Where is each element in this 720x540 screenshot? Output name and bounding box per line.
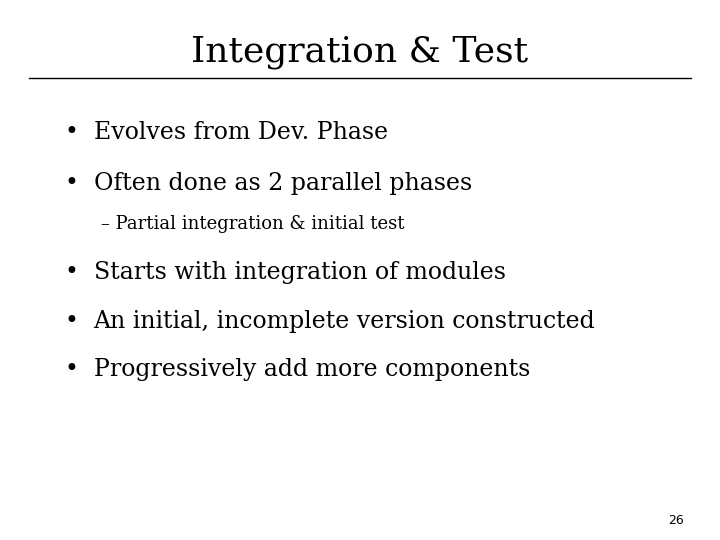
Text: Evolves from Dev. Phase: Evolves from Dev. Phase: [94, 121, 388, 144]
Text: An initial, incomplete version constructed: An initial, incomplete version construct…: [94, 310, 595, 333]
Text: Integration & Test: Integration & Test: [192, 35, 528, 69]
Text: 26: 26: [668, 514, 684, 526]
Text: •: •: [65, 359, 78, 381]
Text: •: •: [65, 172, 78, 195]
Text: Starts with integration of modules: Starts with integration of modules: [94, 261, 505, 284]
Text: •: •: [65, 310, 78, 333]
Text: Often done as 2 parallel phases: Often done as 2 parallel phases: [94, 172, 472, 195]
Text: Progressively add more components: Progressively add more components: [94, 359, 530, 381]
Text: •: •: [65, 121, 78, 144]
Text: – Partial integration & initial test: – Partial integration & initial test: [101, 215, 405, 233]
Text: •: •: [65, 261, 78, 284]
